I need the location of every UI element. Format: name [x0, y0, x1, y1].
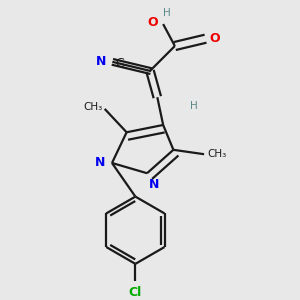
- Text: H: H: [190, 101, 198, 111]
- Text: N: N: [148, 178, 159, 191]
- Text: O: O: [209, 32, 220, 45]
- Text: C: C: [115, 57, 124, 70]
- Text: Cl: Cl: [129, 286, 142, 299]
- Text: N: N: [95, 156, 106, 169]
- Text: O: O: [147, 16, 158, 29]
- Text: CH₃: CH₃: [207, 149, 226, 159]
- Text: N: N: [96, 55, 106, 68]
- Text: CH₃: CH₃: [83, 102, 102, 112]
- Text: H: H: [163, 8, 171, 18]
